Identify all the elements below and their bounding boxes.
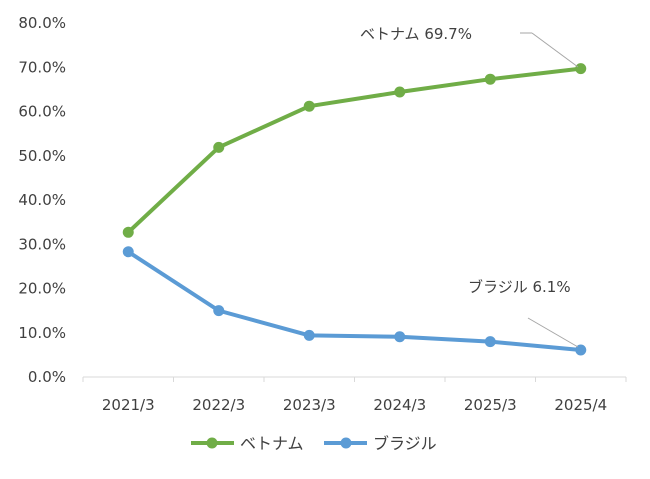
- x-tick-label: 2024/3: [373, 396, 426, 414]
- y-tick-label: 20.0%: [18, 280, 66, 298]
- data-point: [213, 141, 225, 153]
- data-point: [484, 73, 496, 85]
- legend-marker-brazil: [340, 437, 352, 449]
- y-tick-label: 70.0%: [18, 58, 66, 76]
- data-point: [484, 336, 496, 348]
- annotation-vietnam: ベトナム 69.7%: [360, 25, 472, 43]
- y-tick-label: 60.0%: [18, 103, 66, 121]
- y-tick-label: 10.0%: [18, 324, 66, 342]
- data-point: [122, 226, 134, 238]
- data-point: [575, 63, 587, 75]
- data-point: [394, 331, 406, 343]
- y-tick-label: 40.0%: [18, 191, 66, 209]
- data-point: [394, 86, 406, 98]
- data-point: [122, 246, 134, 258]
- x-tick-label: 2025/4: [554, 396, 607, 414]
- annotation-leader-vietnam-diag: [531, 32, 579, 68]
- data-point: [575, 344, 587, 356]
- legend-marker-vietnam: [206, 437, 218, 449]
- legend: ベトナム ブラジル: [191, 434, 437, 453]
- series-0: [122, 63, 587, 238]
- data-point: [303, 100, 315, 112]
- y-tick-label: 0.0%: [28, 368, 66, 386]
- data-point: [213, 305, 225, 317]
- x-tick-label: 2023/3: [283, 396, 336, 414]
- legend-label-brazil: ブラジル: [373, 434, 437, 453]
- series-line: [126, 249, 583, 353]
- y-tick-label: 30.0%: [18, 235, 66, 253]
- series-layer: [122, 63, 587, 356]
- x-tick-label: 2021/3: [102, 396, 155, 414]
- y-tick-label: 50.0%: [18, 147, 66, 165]
- x-axis: 2021/3 2022/3 2023/3 2024/3 2025/3 2025/4: [82, 376, 627, 414]
- x-tick-label: 2022/3: [192, 396, 245, 414]
- series-line: [126, 66, 583, 235]
- y-axis: 0.0% 10.0% 20.0% 30.0% 40.0% 50.0% 60.0% 70.0% 8…: [18, 14, 66, 386]
- series-1: [122, 246, 587, 356]
- x-tick-label: 2025/3: [464, 396, 517, 414]
- annotations: ベトナム 69.7% ブラジル 6.1%: [360, 25, 579, 348]
- data-point: [303, 329, 315, 341]
- y-tick-label: 80.0%: [18, 14, 66, 32]
- legend-label-vietnam: ベトナム: [240, 434, 304, 453]
- annotation-leader-brazil: [527, 317, 579, 348]
- annotation-brazil: ブラジル 6.1%: [468, 278, 571, 296]
